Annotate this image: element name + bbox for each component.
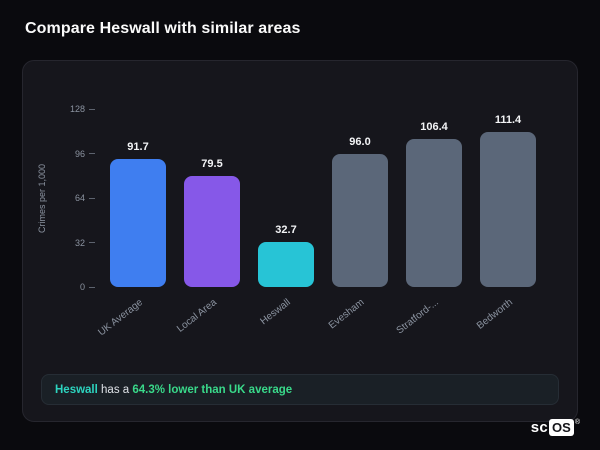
chart-card: Crimes per 1,000 0 32 64 96 128 91.7 UK Avera… [22,60,578,422]
comparison-note: Heswall has a 64.3% lower than UK averag… [41,374,559,405]
logo-text: sc [530,419,549,436]
bar-column: 111.4 Bedworth [471,109,545,332]
y-tick-mark [89,286,95,288]
bar-value-label: 91.7 [127,141,149,154]
x-axis-label: UK Average [96,297,145,339]
y-tick: 96 [75,149,95,159]
bar-column: 96.0 Evesham [323,109,397,331]
y-tick-label: 32 [74,237,85,248]
bar-uk-average[interactable]: 91.7 [110,141,166,287]
bar-value-label: 96.0 [349,135,371,148]
bar-value-label: 111.4 [494,114,522,127]
bar-column: 91.7 UK Average [96,109,175,338]
page-title: Compare Heswall with similar areas [25,20,301,37]
y-tick-label: 0 [79,282,85,292]
bar-value-label: 79.5 [201,158,223,171]
y-tick-mark [89,108,95,110]
note-area-name: Heswall [55,383,98,396]
bar-stratford[interactable]: 106.4 [406,121,462,287]
y-tick-mark [89,153,95,154]
bar-heswall[interactable]: 32.7 [258,224,314,287]
plot-area: 91.7 UK Average 79.5 Local Area 32.7 Heswall 9… [96,109,545,338]
bar-column: 79.5 Local Area [175,109,249,335]
bar-chart: Crimes per 1,000 0 32 64 96 128 91.7 UK Avera… [37,104,551,338]
bar-column: 106.4 Stratford-... [395,109,471,336]
x-axis-label: Bedworth [474,297,515,332]
y-tick-mark [89,242,95,243]
logo-boxed-text: OS [549,419,574,436]
note-highlight: 64.3% lower than UK average [132,383,293,396]
y-tick: 32 [75,238,95,248]
x-axis-label: Evesham [327,297,367,332]
scos-logo: sc OS ® [531,419,580,436]
bar-value-label: 106.4 [420,121,448,134]
bar-local-area[interactable]: 79.5 [184,158,240,287]
y-tick: 64 [75,193,95,203]
registered-mark: ® [574,419,580,426]
y-tick-label: 96 [74,148,85,159]
bar-value-label: 32.7 [275,223,297,236]
y-axis: 0 32 64 96 128 [55,104,95,292]
note-text: has a [97,383,133,396]
x-axis-label: Local Area [174,297,219,335]
y-tick: 0 [80,282,95,292]
x-axis-label: Heswall [258,297,293,328]
y-tick-label: 64 [74,193,85,203]
x-axis-label: Stratford-... [394,297,441,337]
y-tick-mark [89,197,95,199]
bar-evesham[interactable]: 96.0 [332,136,388,287]
bar-column: 32.7 Heswall [249,109,323,327]
bar-bedworth[interactable]: 111.4 [480,114,536,287]
y-tick-label: 128 [69,104,85,114]
y-axis-title: Crimes per 1,000 [37,163,47,233]
y-tick: 128 [70,104,95,114]
